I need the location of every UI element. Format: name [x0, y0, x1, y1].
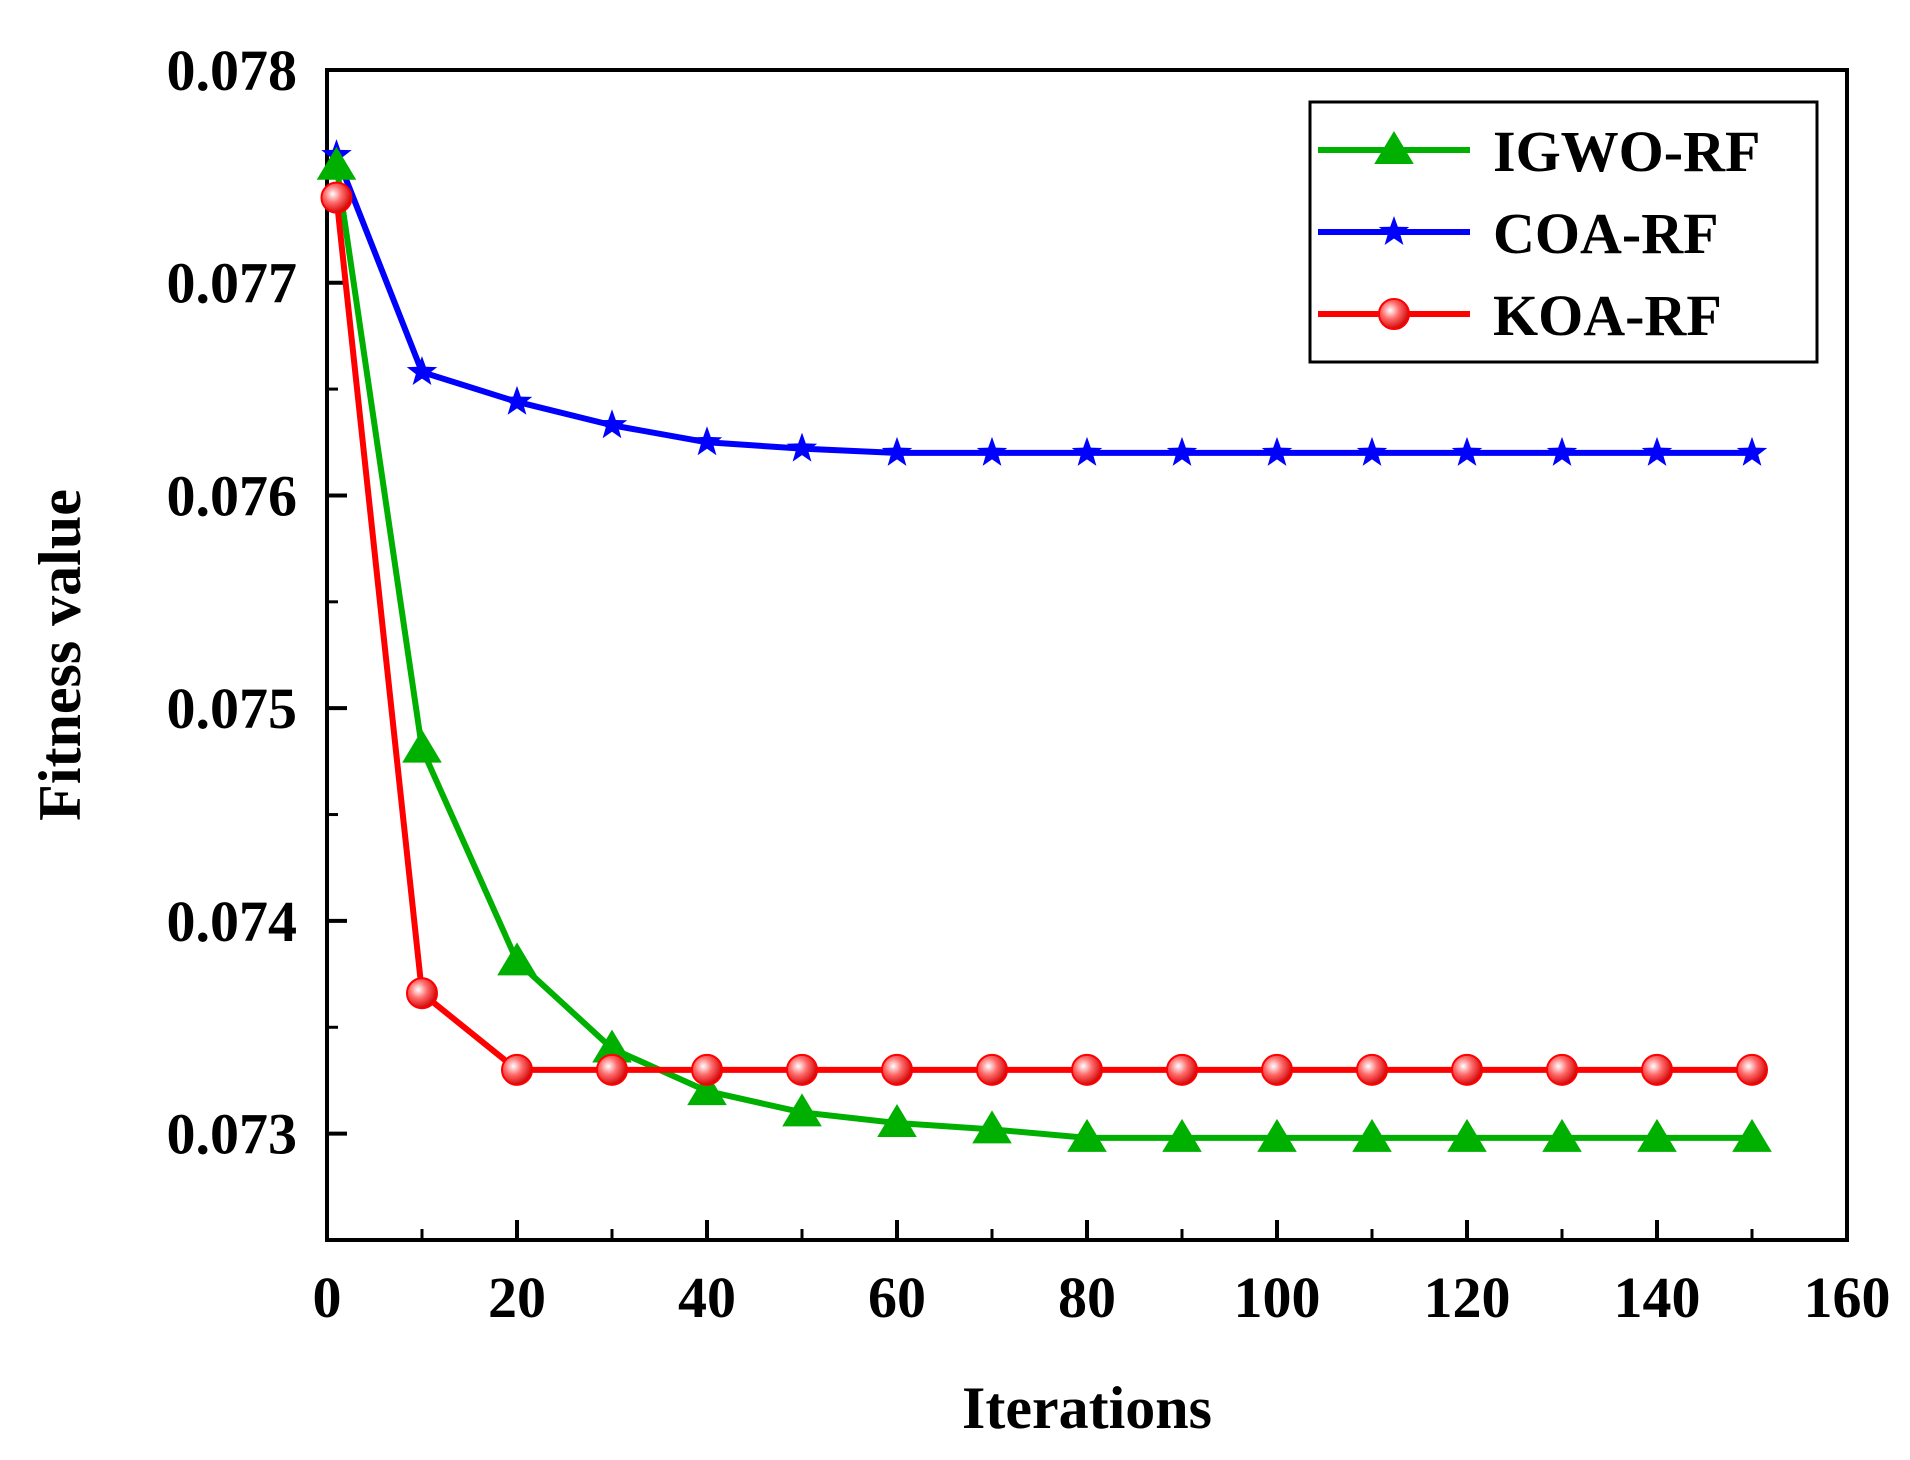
data-point — [1641, 436, 1673, 466]
data-point — [1451, 436, 1483, 466]
data-point — [501, 385, 533, 415]
x-tick-label: 100 — [1234, 1265, 1321, 1330]
data-point — [1546, 1053, 1578, 1086]
data-point — [687, 1072, 727, 1106]
data-point — [1736, 1053, 1768, 1086]
y-tick-label: 0.077 — [167, 251, 298, 316]
data-point — [320, 181, 353, 214]
data-point — [1352, 1118, 1392, 1152]
data-point — [1067, 1118, 1107, 1152]
y-tick-label: 0.075 — [167, 676, 298, 741]
data-point — [1261, 436, 1293, 466]
data-point — [1257, 1118, 1297, 1152]
data-point — [596, 409, 628, 439]
series-line — [333, 165, 1752, 1141]
legend-item: KOA-RF — [1318, 283, 1722, 348]
legend-item: IGWO-RF — [1318, 119, 1760, 184]
y-tick-label: 0.078 — [167, 38, 298, 103]
x-axis-label: Iterations — [962, 1375, 1212, 1441]
x-tick-label: 140 — [1614, 1265, 1701, 1330]
data-point — [881, 1053, 913, 1086]
data-point — [1451, 1053, 1483, 1086]
data-point — [877, 1104, 917, 1137]
data-point — [1166, 436, 1198, 466]
data-point — [976, 436, 1008, 466]
data-point — [691, 426, 723, 456]
x-tick-label: 120 — [1424, 1265, 1511, 1330]
data-point — [501, 1053, 533, 1086]
data-point — [497, 942, 537, 976]
data-point — [1162, 1118, 1202, 1152]
legend-label: KOA-RF — [1493, 283, 1722, 348]
data-point — [786, 432, 818, 462]
data-point — [1542, 1118, 1582, 1152]
data-point — [1166, 1053, 1198, 1086]
legend-marker — [1378, 298, 1410, 330]
series-line — [333, 197, 1752, 1073]
legend-marker — [1378, 216, 1410, 245]
y-axis-label: Fitness value — [27, 489, 93, 821]
data-point — [1356, 436, 1388, 466]
x-tick-label: 80 — [1058, 1265, 1116, 1330]
legend-label: COA-RF — [1493, 201, 1719, 266]
legend-marker — [1374, 131, 1414, 164]
data-point — [402, 729, 442, 763]
data-point — [406, 356, 438, 386]
data-point — [1637, 1118, 1677, 1152]
data-point — [596, 1053, 628, 1086]
y-tick-label: 0.074 — [167, 889, 298, 954]
data-point — [976, 1053, 1008, 1086]
x-tick-label: 160 — [1804, 1265, 1891, 1330]
x-tick-label: 40 — [678, 1265, 736, 1330]
data-point — [1261, 1053, 1293, 1086]
data-point — [786, 1053, 818, 1086]
data-point — [406, 977, 438, 1010]
data-point — [881, 436, 913, 466]
y-tick-label: 0.073 — [167, 1102, 298, 1167]
data-point — [691, 1053, 723, 1086]
x-tick-label: 60 — [868, 1265, 926, 1330]
data-point — [782, 1093, 822, 1127]
x-tick-label: 0 — [313, 1265, 342, 1330]
series-line — [333, 153, 1752, 456]
legend-item: COA-RF — [1318, 201, 1719, 266]
data-point — [1546, 436, 1578, 466]
x-tick-label: 20 — [488, 1265, 546, 1330]
y-tick-label: 0.076 — [167, 463, 298, 528]
data-point — [316, 146, 357, 180]
data-point — [1641, 1053, 1673, 1086]
data-point — [1356, 1053, 1388, 1086]
data-point — [1071, 1053, 1103, 1086]
legend-label: IGWO-RF — [1493, 119, 1760, 184]
data-point — [1071, 436, 1103, 466]
data-point — [1736, 436, 1768, 466]
data-point — [972, 1110, 1012, 1144]
series-koa-rf — [320, 181, 1768, 1086]
data-point — [1447, 1118, 1487, 1152]
data-point — [1732, 1118, 1772, 1152]
series-igwo-rf — [316, 146, 1772, 1152]
